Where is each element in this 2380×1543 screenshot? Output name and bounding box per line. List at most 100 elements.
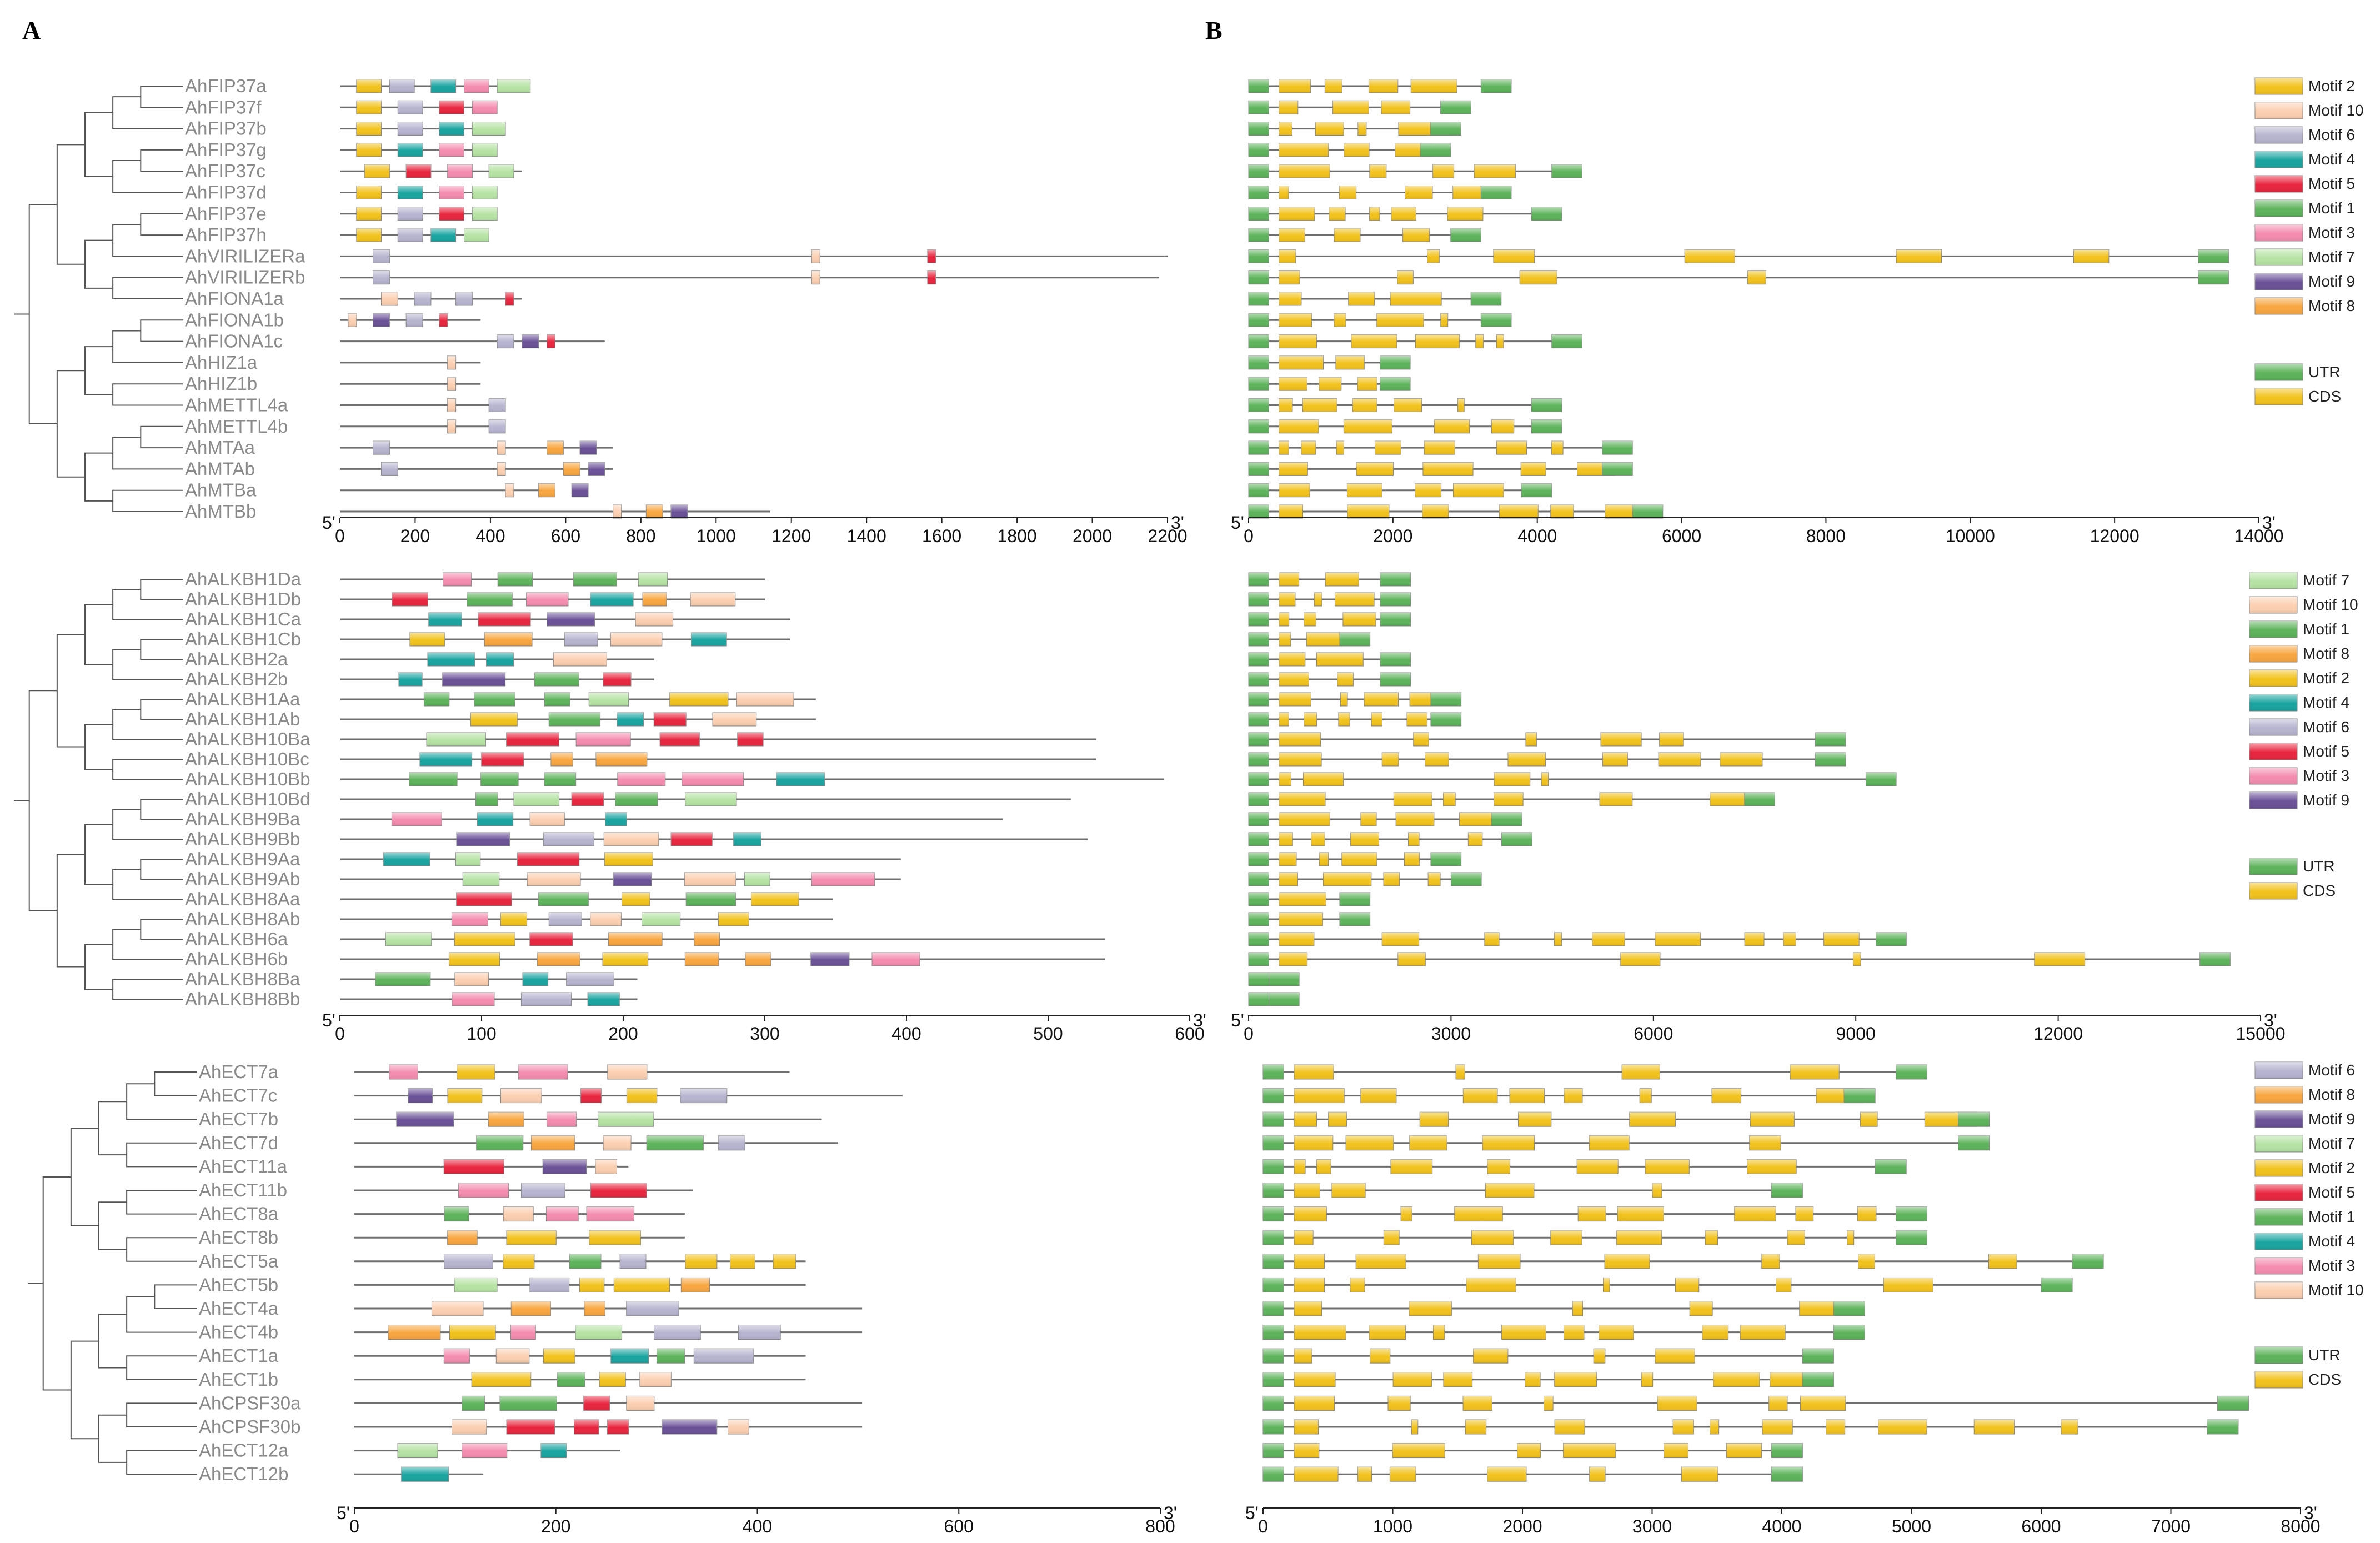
utr-box (1262, 1419, 1284, 1435)
motif-box (613, 872, 652, 886)
cds-box (1419, 1111, 1449, 1127)
motif-box (439, 186, 464, 199)
utr-box (1262, 1183, 1284, 1198)
axis-tick-label: 7000 (2151, 1516, 2191, 1536)
gene-label: AhECT4a (199, 1298, 279, 1319)
motif-box (579, 1277, 605, 1292)
motif-box (405, 313, 423, 327)
motif-row (340, 186, 498, 199)
motif-box (737, 732, 764, 747)
cds-box (1279, 228, 1305, 242)
utr-box (1430, 692, 1462, 707)
utr-box (1248, 672, 1269, 687)
utr-box (1248, 270, 1269, 285)
cds-box (1519, 270, 1557, 285)
cds-box (1878, 1419, 1927, 1435)
motif-box (391, 812, 442, 826)
motif-box (517, 852, 580, 866)
motif-box (718, 912, 749, 926)
cds-box (1387, 1395, 1411, 1411)
motif-box (603, 1135, 632, 1151)
gene-axis: 5' 3' 0 3000 6000 9000 12000 15000 (1231, 1010, 2285, 1044)
utr-box (1430, 712, 1462, 727)
axis-tick-label: 4000 (1517, 526, 1557, 546)
gene-label: AhMTBa (185, 480, 257, 500)
gene-structure-row (1262, 1206, 1928, 1222)
cds-box (1356, 462, 1394, 476)
motif-box (497, 572, 533, 587)
gene-structure-row (1248, 632, 1371, 647)
utr-box (1602, 462, 1633, 476)
axis-tick-label: 0 (1258, 1516, 1268, 1536)
motif-box (599, 1372, 626, 1387)
cds-box (1749, 1135, 1781, 1151)
cds-box (1852, 952, 1861, 966)
utr-box (1268, 992, 1300, 1006)
gene-label: AhFIONA1a (185, 288, 284, 309)
motif-box (621, 892, 650, 906)
gene-label: AhALKBH6a (185, 929, 288, 949)
cds-box (1413, 732, 1429, 747)
gene-structure-row (1248, 992, 1300, 1006)
cds-box (1883, 1277, 1933, 1292)
cds-box (1355, 1254, 1406, 1269)
cds-box (1475, 334, 1484, 349)
motif-row (340, 912, 833, 926)
utr-box (2041, 1277, 2073, 1292)
axis-tick-label: 5000 (1892, 1516, 1931, 1536)
motif-box (373, 249, 390, 263)
motif-box (472, 186, 498, 199)
cds-box (1342, 612, 1376, 627)
motif-box (645, 504, 663, 519)
cds-box (1858, 1254, 1876, 1269)
axis-tick-label: 200 (541, 1516, 570, 1536)
utr-box (1531, 207, 1562, 221)
motif-box (497, 462, 506, 476)
motif-box (500, 1088, 542, 1104)
gene-label: AhMETTL4a (185, 395, 288, 415)
motif-box (480, 772, 519, 786)
utr-box (1248, 292, 1269, 306)
motif-box (457, 1064, 495, 1080)
cds-box (1454, 1206, 1503, 1222)
utr-box (1248, 122, 1269, 136)
axis-tick-label: 4000 (1762, 1516, 1801, 1536)
utr-box (1480, 79, 1512, 93)
utr-box (1248, 398, 1269, 412)
legend-label: UTR (2308, 1346, 2341, 1364)
legend-swatch (2254, 248, 2303, 266)
motif-box (547, 334, 555, 349)
motif-box (602, 952, 649, 966)
axis-tick-label: 500 (1033, 1024, 1063, 1044)
legend-label: Motif 10 (2303, 596, 2358, 613)
utr-box (1771, 1443, 1803, 1459)
motif-box (462, 1395, 485, 1411)
legend-swatch (2249, 620, 2298, 638)
utr-box (1430, 852, 1462, 866)
motif-box (527, 872, 581, 886)
cds-box (1336, 440, 1345, 455)
legend-swatch (2254, 1233, 2303, 1250)
gene-structure-row (1262, 1301, 1865, 1316)
motif-row (354, 1325, 863, 1340)
cds-box (1652, 1183, 1662, 1198)
legend-swatch (2254, 1257, 2303, 1275)
cds-box (2061, 1419, 2078, 1435)
legend-label: Motif 9 (2303, 791, 2349, 809)
axis-start-label: 5' (322, 1010, 335, 1030)
cds-box (1279, 572, 1300, 587)
gene-structure-row (1248, 207, 1562, 221)
legend-swatch (2254, 388, 2303, 405)
utr-box (1379, 355, 1411, 370)
motif-box (526, 592, 569, 607)
motif-box (409, 772, 458, 786)
motif-box (356, 228, 382, 242)
axis-end-label: 3' (1164, 1503, 1177, 1523)
cds-box (1294, 1254, 1325, 1269)
block-b2: AhALKBH1DaAhALKBH1DbAhALKBH1CaAhALKBH1Cb… (14, 569, 2358, 1044)
cds-box (1415, 483, 1442, 498)
legend-swatch (2254, 1184, 2303, 1201)
motif-row (340, 832, 1088, 846)
cds-box (1279, 207, 1315, 221)
gene-label: AhALKBH6b (185, 949, 288, 969)
